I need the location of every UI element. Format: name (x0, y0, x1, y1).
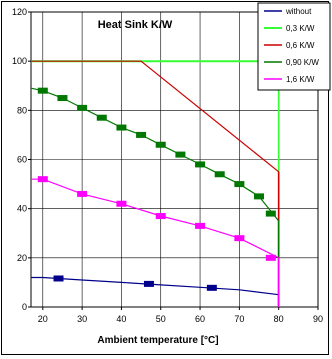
series-marker (155, 141, 166, 148)
series-marker (37, 176, 48, 183)
series-marker (77, 190, 88, 197)
series-layer (30, 60, 280, 307)
y-tick-label: 20 (17, 253, 27, 263)
series-marker (77, 104, 88, 111)
series-1-6-k-w (31, 176, 280, 307)
series-marker (195, 222, 206, 229)
x-tick-label: 50 (156, 314, 166, 324)
legend-label: 1,6 K/W (286, 75, 315, 84)
series-marker (206, 284, 217, 291)
series-marker (265, 254, 276, 261)
x-tick-label: 30 (77, 314, 87, 324)
legend-label: without (285, 7, 312, 16)
series-marker (57, 95, 68, 102)
legend: without 0,3 K/W 0,6 K/W 0,90 K/W 1,6 K/W (257, 2, 331, 91)
series-marker (175, 151, 186, 158)
y-tick-label: 40 (17, 204, 27, 214)
series-marker (254, 193, 265, 200)
series-marker (155, 213, 166, 220)
series-marker (116, 124, 127, 131)
series-line (31, 276, 279, 296)
y-tick-label: 120 (12, 7, 27, 17)
x-tick-label: 90 (313, 314, 323, 324)
series-marker (265, 210, 276, 217)
x-axis-label: Ambient temperature [°C] (97, 335, 218, 346)
y-tick-label: 60 (17, 155, 27, 165)
series-marker (37, 87, 48, 94)
series-marker (136, 131, 147, 138)
x-tick-label: 60 (195, 314, 205, 324)
series-marker (53, 275, 64, 282)
legend-box (257, 2, 331, 91)
legend-label: 0,90 K/W (286, 58, 319, 67)
series-line (31, 178, 279, 259)
x-tick-label: 20 (38, 314, 48, 324)
axis-layer: 20 30 40 50 60 70 80 90 0 20 40 60 80 100 120 (12, 7, 323, 324)
legend-label: 0,3 K/W (286, 24, 315, 33)
x-tick-label: 40 (116, 314, 126, 324)
series-marker (234, 181, 245, 188)
series-marker (96, 114, 107, 121)
series-line (31, 60, 280, 173)
y-tick-label: 80 (17, 105, 27, 115)
x-tick-label: 70 (234, 314, 244, 324)
series-marker (116, 200, 127, 207)
series-marker (195, 161, 206, 168)
x-tick-label: 80 (274, 314, 284, 324)
chart-title: Heat Sink K/W (98, 19, 173, 31)
y-tick-label: 0 (22, 302, 27, 312)
series-marker (143, 280, 154, 287)
y-tick-label: 100 (12, 56, 27, 66)
series-marker (234, 235, 245, 242)
legend-label: 0,6 K/W (286, 41, 315, 50)
series-marker (214, 171, 225, 178)
